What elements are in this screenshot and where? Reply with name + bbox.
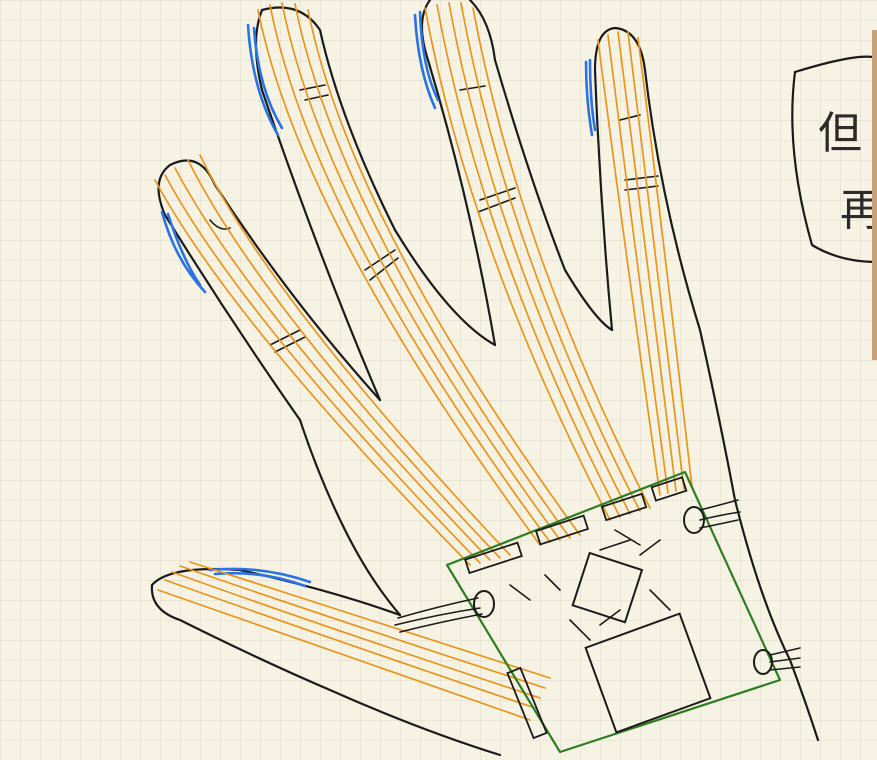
chip-large (584, 612, 712, 734)
note-box: 但 再 (791, 55, 877, 264)
connector-pinky (464, 541, 523, 575)
edge-photo (872, 30, 877, 360)
connector-index (650, 476, 688, 502)
note-line-2: 再 (840, 185, 877, 236)
finger-wires (154, 2, 693, 721)
chip-small (571, 551, 644, 624)
wrist-straps (394, 499, 801, 675)
circuit-board (445, 470, 782, 754)
connector-ring (534, 514, 590, 546)
connector-thumb (506, 666, 548, 740)
connector-middle (600, 492, 648, 522)
fingernails (160, 10, 597, 588)
note-line-1: 但 (818, 108, 862, 159)
